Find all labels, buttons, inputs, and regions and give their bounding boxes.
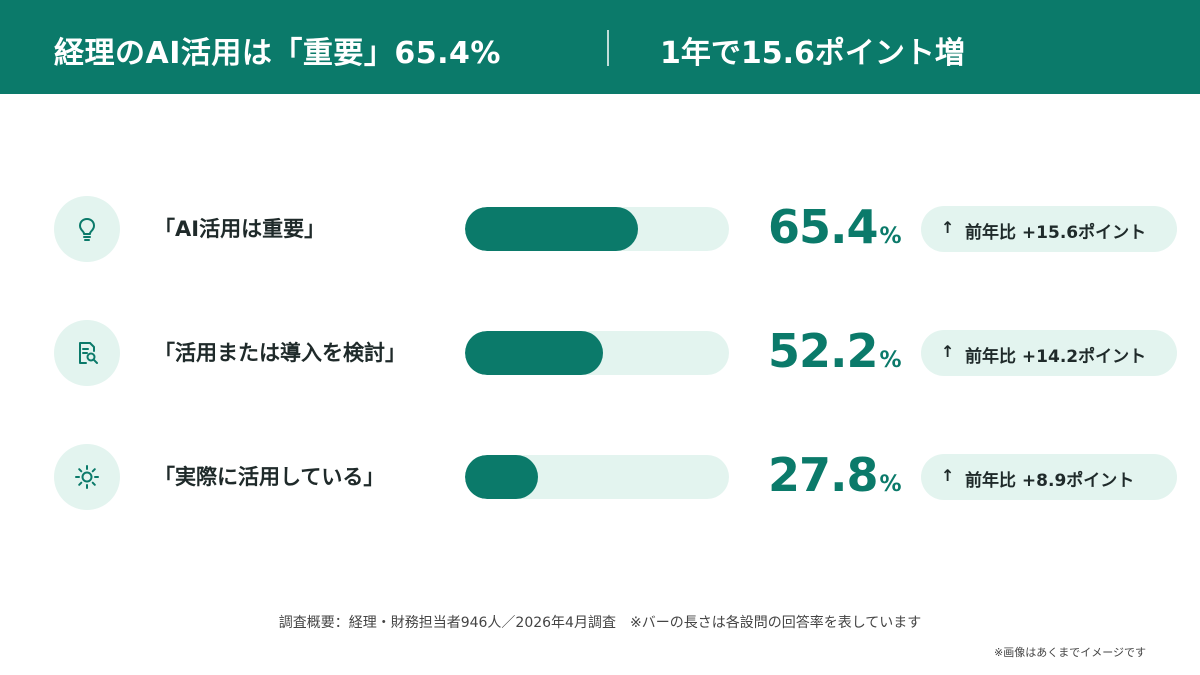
- chart-row: 「AI活用は重要」 65.4% ↑ 前年比 +15.6ポイント: [0, 196, 1200, 286]
- page-subtitle: 1年で15.6ポイント増: [660, 36, 965, 71]
- header-banner: 経理のAI活用は「重要」65.4% 1年で15.6ポイント増: [0, 0, 1200, 94]
- category-label: 「活用または導入を検討」: [154, 341, 406, 365]
- arrow-up-icon: ↑: [941, 342, 955, 361]
- arrow-up-icon: ↑: [941, 218, 955, 237]
- chart-row: 「実際に活用している」 27.8% ↑ 前年比 +8.9ポイント: [0, 444, 1200, 534]
- value-number: 52.2: [768, 324, 878, 378]
- value-unit: %: [879, 348, 902, 373]
- page-title: 経理のAI活用は「重要」65.4%: [54, 36, 501, 71]
- chart-row: 「活用または導入を検討」 52.2% ↑ 前年比 +14.2ポイント: [0, 320, 1200, 410]
- document-search-icon: [54, 320, 120, 386]
- yoy-badge: ↑ 前年比 +8.9ポイント: [921, 454, 1177, 500]
- yoy-label: 前年比 +15.6ポイント: [965, 223, 1147, 243]
- value-number: 65.4: [768, 200, 878, 254]
- category-label: 「AI活用は重要」: [154, 217, 326, 241]
- bar: [465, 207, 638, 251]
- yoy-label: 前年比 +14.2ポイント: [965, 347, 1147, 367]
- arrow-up-icon: ↑: [941, 466, 955, 485]
- yoy-badge: ↑ 前年比 +15.6ポイント: [921, 206, 1177, 252]
- bar-track: [465, 331, 729, 375]
- value-unit: %: [879, 472, 902, 497]
- lightbulb-icon: [54, 196, 120, 262]
- value-unit: %: [879, 224, 902, 249]
- value-number: 27.8: [768, 448, 878, 502]
- sun-icon: [54, 444, 120, 510]
- bar: [465, 331, 603, 375]
- yoy-badge: ↑ 前年比 +14.2ポイント: [921, 330, 1177, 376]
- image-disclaimer: ※画像はあくまでイメージです: [994, 646, 1146, 659]
- data-label: 65.4%: [768, 200, 902, 254]
- data-label: 52.2%: [768, 324, 902, 378]
- bar-track: [465, 207, 729, 251]
- bar-track: [465, 455, 729, 499]
- data-label: 27.8%: [768, 448, 902, 502]
- yoy-label: 前年比 +8.9ポイント: [965, 471, 1135, 491]
- header-divider: [607, 30, 609, 66]
- survey-footnote: 調査概要：経理・財務担当者946人／2026年4月調査 ※バーの長さは各設問の回…: [278, 615, 922, 631]
- bar: [465, 455, 539, 499]
- category-label: 「実際に活用している」: [154, 465, 385, 489]
